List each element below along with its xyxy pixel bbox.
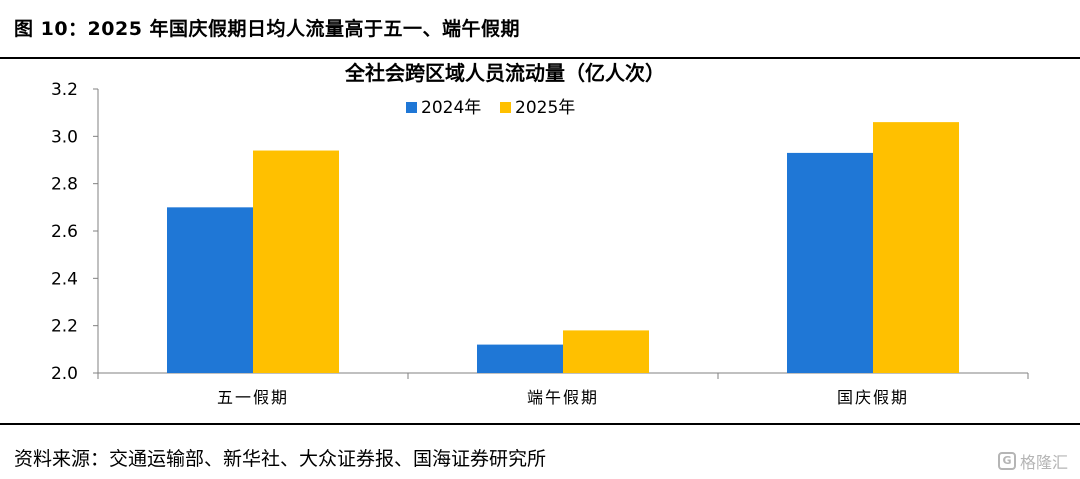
legend-swatch-2025 bbox=[500, 102, 511, 113]
y-tick-label: 3.2 bbox=[51, 80, 78, 100]
y-tick-label: 3.0 bbox=[51, 127, 78, 147]
bar-chart: 全社会跨区域人员流动量（亿人次） 2024年 2025年 2.02.22.42.… bbox=[51, 61, 1029, 407]
bar-2024-2 bbox=[787, 152, 873, 373]
y-axis: 2.0 2.2 2.4 2.6 2.8 3.0 3.2 bbox=[51, 80, 99, 384]
y-tick-label: 2.4 bbox=[51, 269, 78, 289]
x-category-label: 国庆假期 bbox=[837, 388, 909, 407]
x-axis: 五一假期 端午假期 国庆假期 bbox=[97, 372, 1029, 407]
top-rule bbox=[0, 57, 1080, 59]
legend-label-2025: 2025年 bbox=[515, 98, 575, 118]
legend: 2024年 2025年 bbox=[406, 98, 575, 118]
legend-label-2024: 2024年 bbox=[421, 98, 481, 118]
chart-title: 全社会跨区域人员流动量（亿人次） bbox=[344, 61, 665, 85]
bars bbox=[167, 122, 959, 373]
bar-2025-2 bbox=[873, 122, 959, 373]
x-category-label: 端午假期 bbox=[527, 388, 599, 407]
y-tick-label: 2.8 bbox=[51, 175, 78, 195]
bar-2024-1 bbox=[477, 344, 563, 373]
bar-2025-0 bbox=[253, 150, 339, 373]
watermark-text: 格隆汇 bbox=[1019, 453, 1068, 472]
watermark: G 格隆汇 bbox=[997, 449, 1068, 473]
source-note: 资料来源：交通运输部、新华社、大众证券报、国海证券研究所 bbox=[14, 448, 547, 470]
watermark-logo-icon: G bbox=[997, 452, 1016, 470]
x-category-label: 五一假期 bbox=[217, 388, 289, 407]
y-tick-label: 2.6 bbox=[51, 222, 78, 242]
y-tick-label: 2.0 bbox=[51, 364, 78, 384]
y-tick-label: 2.2 bbox=[51, 317, 78, 337]
bar-2025-1 bbox=[563, 330, 649, 373]
bottom-rule bbox=[0, 423, 1080, 425]
legend-swatch-2024 bbox=[406, 102, 417, 113]
bar-2024-0 bbox=[167, 207, 253, 373]
figure-title: 图 10：2025 年国庆假期日均人流量高于五一、端午假期 bbox=[14, 18, 521, 40]
